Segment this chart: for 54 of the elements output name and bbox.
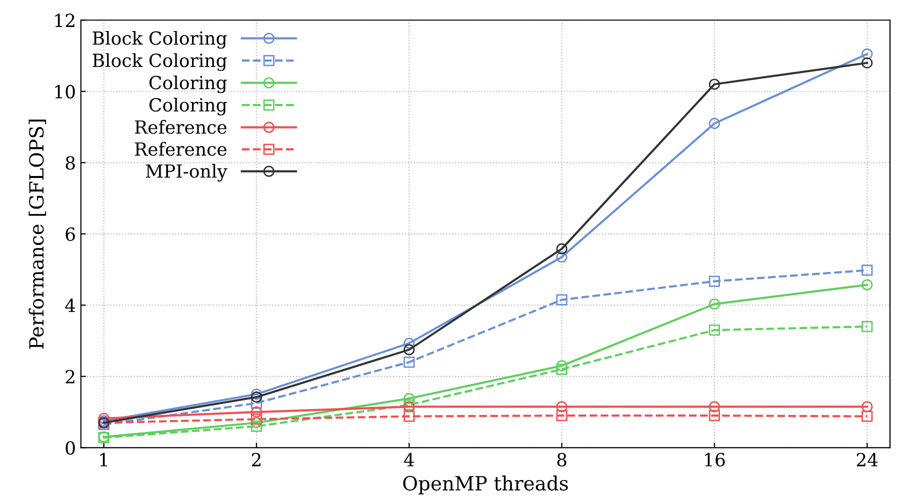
point xyxy=(556,252,568,263)
y-tick-label: 0 xyxy=(66,441,75,455)
point xyxy=(862,410,873,422)
point xyxy=(250,414,262,425)
point xyxy=(404,392,415,404)
point xyxy=(862,401,873,412)
point xyxy=(708,410,720,422)
x-tick-label: 2 xyxy=(252,452,260,466)
legend-label: Reference xyxy=(134,142,226,156)
point xyxy=(708,298,720,310)
legend-label: Reference xyxy=(134,120,226,134)
x-tick-label: 24 xyxy=(856,452,878,466)
y-axis-title: Performance [GFLOPS] xyxy=(28,120,46,349)
point xyxy=(556,401,568,412)
point xyxy=(556,364,568,375)
point xyxy=(404,356,415,368)
point xyxy=(98,412,110,424)
point xyxy=(250,420,262,432)
legend-label: Coloring xyxy=(149,98,227,116)
point xyxy=(708,401,720,412)
x-tick-label: 16 xyxy=(705,452,725,467)
point xyxy=(708,276,720,287)
legend-label: Block Coloring xyxy=(92,30,227,49)
legend-label: MPI-only xyxy=(146,164,228,182)
legend-label: Block Coloring xyxy=(92,53,227,71)
legend-label: Coloring xyxy=(149,75,227,94)
point xyxy=(556,294,568,306)
y-tick-label: 2 xyxy=(66,370,74,384)
x-tick-label: 8 xyxy=(557,452,566,467)
x-tick-label: 4 xyxy=(404,452,414,466)
point xyxy=(556,243,568,254)
point xyxy=(250,392,262,403)
y-tick-label: 10 xyxy=(55,84,75,98)
point xyxy=(862,57,873,68)
point xyxy=(862,264,873,276)
point xyxy=(862,320,873,332)
point xyxy=(556,410,568,422)
y-tick-label: 12 xyxy=(55,14,74,27)
point xyxy=(404,344,415,356)
point xyxy=(556,360,568,372)
point xyxy=(250,406,262,418)
point xyxy=(708,324,720,336)
y-tick-label: 6 xyxy=(66,227,75,242)
x-tick-label: 1 xyxy=(100,452,107,466)
point xyxy=(862,48,873,60)
point xyxy=(404,338,415,349)
point xyxy=(404,410,415,422)
point xyxy=(862,279,873,290)
x-axis-title: OpenMP threads xyxy=(403,476,568,494)
point xyxy=(708,118,720,129)
point xyxy=(250,398,262,409)
y-tick-label: 4 xyxy=(65,298,76,312)
point xyxy=(708,78,720,90)
y-tick-label: 8 xyxy=(66,156,75,170)
